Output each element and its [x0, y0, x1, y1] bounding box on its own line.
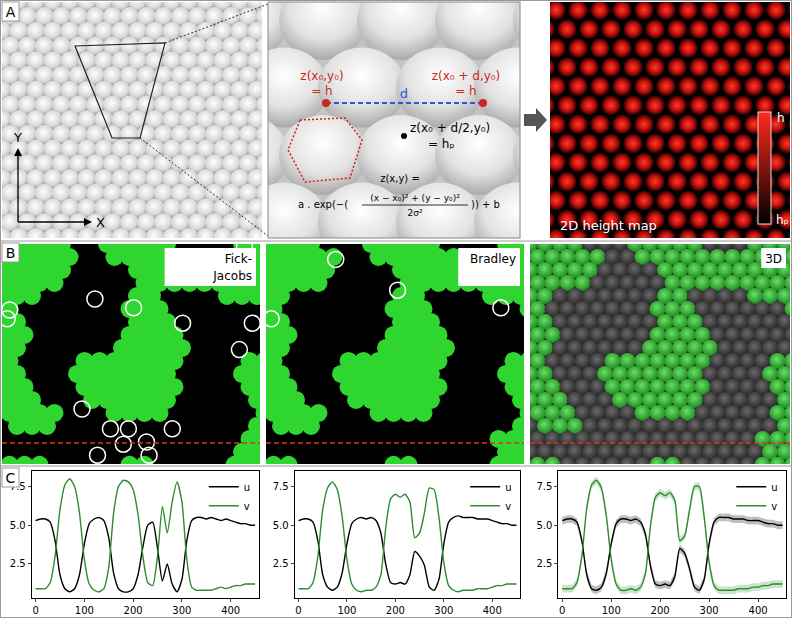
svg-text:100: 100 [602, 605, 621, 616]
svg-text:z(x,y) =: z(x,y) = [380, 173, 420, 184]
svg-text:300: 300 [700, 605, 719, 616]
svg-text:200: 200 [651, 605, 670, 616]
svg-text:B: B [6, 245, 16, 261]
svg-text:200: 200 [124, 605, 143, 616]
svg-text:(x − x₀)² + (y − y₀)²: (x − x₀)² + (y − y₀)² [370, 193, 460, 203]
svg-text:u: u [244, 482, 250, 493]
svg-text:7.5: 7.5 [10, 481, 26, 492]
svg-text:= hₚ: = hₚ [428, 137, 455, 151]
svg-text:v: v [771, 501, 777, 512]
svg-text:3D: 3D [765, 252, 782, 266]
svg-text:Bradley: Bradley [470, 252, 516, 266]
svg-text:a . exp(−(: a . exp(−( [298, 199, 348, 210]
svg-text:7.5: 7.5 [536, 481, 552, 492]
svg-text:2.5: 2.5 [536, 558, 552, 569]
svg-text:7.5: 7.5 [273, 481, 289, 492]
svg-text:z(x₀,y₀): z(x₀,y₀) [300, 69, 343, 83]
svg-text:C: C [6, 470, 16, 486]
svg-text:Y: Y [13, 130, 22, 145]
svg-text:0: 0 [32, 605, 38, 616]
svg-text:2.5: 2.5 [10, 558, 26, 569]
svg-text:2D height map: 2D height map [560, 218, 657, 233]
svg-text:= h: = h [311, 84, 332, 98]
svg-text:z(x₀ + d,y₀): z(x₀ + d,y₀) [432, 69, 501, 83]
svg-text:X: X [96, 215, 105, 230]
svg-text:A: A [6, 4, 16, 20]
svg-text:400: 400 [749, 605, 768, 616]
svg-text:Jacobs: Jacobs [212, 269, 252, 283]
svg-text:d: d [400, 86, 408, 101]
svg-text:300: 300 [434, 605, 453, 616]
svg-text:Fick-: Fick- [225, 252, 252, 266]
svg-text:0: 0 [295, 605, 301, 616]
svg-text:400: 400 [483, 605, 502, 616]
svg-text:u: u [771, 482, 777, 493]
svg-text:= h: = h [455, 84, 476, 98]
svg-text:0: 0 [559, 605, 565, 616]
svg-text:v: v [505, 501, 511, 512]
svg-text:100: 100 [75, 605, 94, 616]
svg-text:u: u [505, 482, 511, 493]
svg-text:v: v [244, 501, 250, 512]
svg-text:h: h [777, 111, 785, 125]
svg-text:2σ²: 2σ² [407, 208, 422, 218]
svg-text:200: 200 [386, 605, 405, 616]
svg-text:5.0: 5.0 [273, 520, 289, 531]
svg-text:5.0: 5.0 [536, 520, 552, 531]
svg-text:400: 400 [221, 605, 240, 616]
svg-text:2.5: 2.5 [273, 558, 289, 569]
svg-text:100: 100 [337, 605, 356, 616]
svg-text:300: 300 [172, 605, 191, 616]
svg-text:5.0: 5.0 [10, 520, 26, 531]
svg-text:hₚ: hₚ [776, 213, 789, 227]
svg-text:z(x₀ + d/2,y₀): z(x₀ + d/2,y₀) [410, 121, 490, 135]
svg-text:)) + b: )) + b [471, 199, 500, 210]
